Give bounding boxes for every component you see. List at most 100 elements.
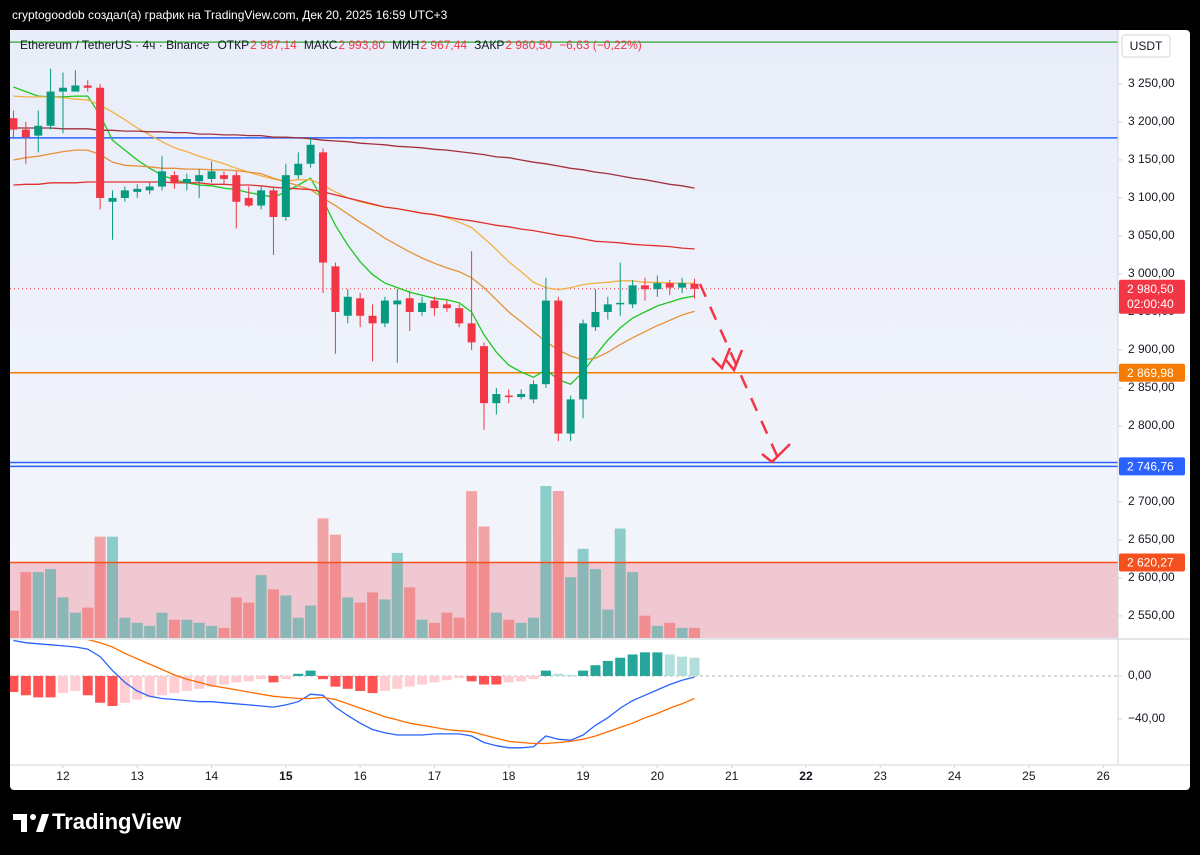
- volume-bar: [428, 622, 440, 638]
- candle-body: [640, 285, 649, 290]
- x-tick-label: 17: [428, 769, 442, 783]
- volume-bar: [94, 536, 106, 638]
- candle-body: [306, 144, 315, 164]
- macd-histogram-bar: [602, 660, 613, 676]
- volume-bar: [515, 622, 527, 638]
- x-tick-label: 26: [1096, 769, 1110, 783]
- candle-body: [678, 283, 687, 288]
- macd-histogram-bar: [689, 657, 700, 676]
- candle-body: [504, 395, 513, 398]
- volume-bar: [552, 491, 564, 638]
- candle-body: [120, 190, 129, 198]
- volume-bar: [614, 528, 626, 638]
- currency-box: [1121, 34, 1171, 58]
- macd-histogram-bar: [466, 675, 477, 682]
- candle-body: [529, 384, 538, 400]
- y-tick-label: 2 700,00: [1128, 494, 1175, 508]
- candle-body: [158, 171, 167, 187]
- candle-body: [207, 171, 216, 179]
- legend-text: 2 993,80: [338, 38, 385, 52]
- projection-chevron: [711, 347, 744, 373]
- candle-body: [393, 300, 402, 305]
- macd-histogram-bar: [639, 652, 650, 676]
- volume-bar: [329, 534, 341, 638]
- candle-body: [219, 175, 228, 179]
- volume-bar: [57, 597, 69, 638]
- candle-layer: [10, 68, 699, 442]
- y-tick-label: 2 850,00: [1128, 380, 1175, 394]
- candle-body: [591, 311, 600, 328]
- x-tick-label: 12: [56, 769, 70, 783]
- candle-body: [244, 197, 253, 206]
- volume-bar: [453, 617, 465, 638]
- axis-layer: 3 250,00 3 200,00 3 150,00 3 100,00 3 050,00…: [56, 76, 1185, 783]
- candle-body: [380, 300, 389, 324]
- candle-body: [58, 87, 67, 92]
- candle-body: [331, 266, 340, 312]
- volume-bar: [206, 625, 218, 638]
- candle-body: [96, 87, 105, 198]
- volume-bar: [602, 609, 614, 638]
- x-tick-label: 14: [205, 769, 219, 783]
- candle-body: [653, 283, 662, 290]
- volume-bar: [45, 569, 57, 638]
- volume-bar: [69, 612, 81, 638]
- candle-body: [108, 197, 117, 202]
- projection-arrow: [698, 283, 791, 464]
- volume-bar: [379, 599, 391, 638]
- y-tick-label: 2 600,00: [1128, 570, 1175, 584]
- macd-histogram-bar: [417, 675, 428, 685]
- legend-text: 2 980,50: [505, 38, 552, 52]
- macd-histogram-bar: [379, 675, 390, 691]
- volume-bar: [32, 572, 44, 638]
- candle-body: [430, 300, 439, 309]
- macd-tick-label: −40,00: [1128, 711, 1165, 725]
- countdown: 02:00:40: [1127, 297, 1174, 311]
- brand: TradingView: [52, 809, 182, 834]
- x-tick-label: 24: [948, 769, 962, 783]
- volume-bar: [639, 615, 651, 638]
- macd-histogram-bar: [342, 675, 353, 689]
- legend: Ethereum / TetherUS · 4ч · Binance ОТКР 2 …: [20, 38, 642, 52]
- candle-body: [517, 394, 526, 398]
- volume-bar: [218, 627, 230, 638]
- last-price-label: 2 980,50: [1127, 282, 1174, 296]
- signal-line: [86, 640, 695, 745]
- candle-body: [195, 175, 204, 182]
- macd-histogram-bar: [206, 675, 217, 687]
- macd-histogram-bar: [57, 675, 68, 694]
- y-tick-label: 3 200,00: [1128, 114, 1175, 128]
- candle-body: [34, 125, 43, 136]
- candle-body: [405, 298, 414, 312]
- volume-bar: [589, 569, 601, 638]
- legend-text: 2 987,14: [250, 38, 297, 52]
- candle-body: [492, 394, 501, 404]
- x-tick-label: 15: [279, 769, 293, 783]
- volume-bar: [354, 602, 366, 638]
- candle-body: [145, 186, 154, 191]
- x-tick-label: 25: [1022, 769, 1036, 783]
- volume-bar: [565, 577, 577, 638]
- macd-histogram-bar: [404, 675, 415, 687]
- macd-histogram-bar: [10, 675, 19, 693]
- candle-body: [269, 190, 278, 217]
- macd-histogram-bar: [107, 675, 118, 706]
- candle-body: [232, 175, 241, 202]
- macd-histogram-bar: [82, 675, 93, 696]
- candle-body: [281, 175, 290, 217]
- macd-tick-label: 0,00: [1128, 668, 1152, 682]
- currency: USDT: [1130, 39, 1163, 53]
- volume-bar: [416, 619, 428, 638]
- x-tick-label: 23: [874, 769, 888, 783]
- legend-text: МАКС: [304, 38, 338, 52]
- macd-histogram-bar: [33, 675, 44, 698]
- macd-histogram-bar: [516, 675, 527, 682]
- x-tick-label: 16: [353, 769, 367, 783]
- logo-dot: [30, 814, 36, 820]
- candle-body: [170, 175, 179, 183]
- x-tick-label: 13: [131, 769, 145, 783]
- volume-layer: [10, 486, 701, 638]
- volume-bar: [82, 607, 94, 638]
- level-badge: [1119, 363, 1185, 382]
- macd-histogram-bar: [540, 670, 551, 676]
